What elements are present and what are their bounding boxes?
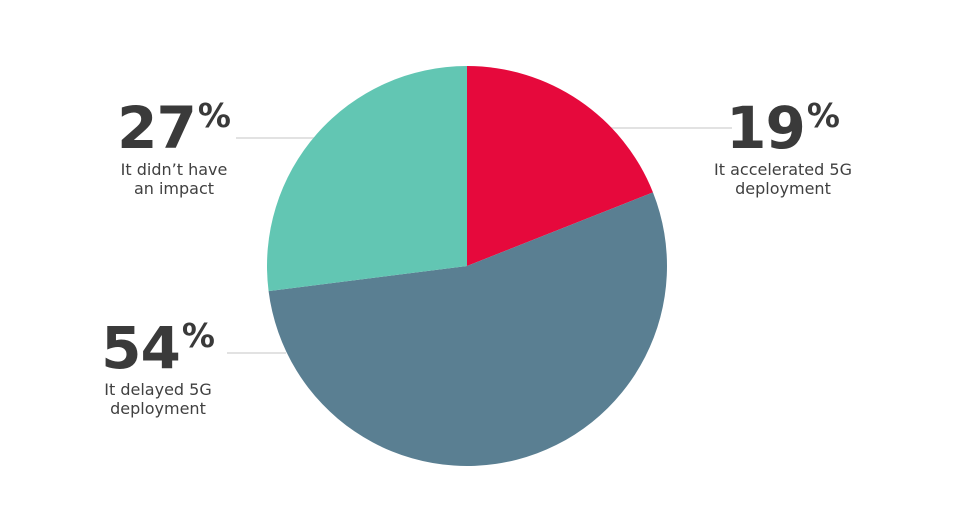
callout-no-impact: 27% It didn’t have an impact — [64, 99, 284, 198]
percent-value-accelerated: 19% — [673, 99, 893, 157]
percent-number: 19 — [726, 94, 806, 162]
pie-slice-delayed — [268, 192, 668, 466]
percent-value-delayed: 54% — [48, 319, 268, 377]
pie-slice-no-impact — [267, 66, 467, 292]
percent-sign: % — [181, 316, 215, 355]
callout-label-line: deployment — [110, 399, 206, 418]
callout-label-line: It didn’t have — [120, 160, 228, 179]
callout-label-accelerated: It accelerated 5G deployment — [673, 160, 893, 198]
percent-sign: % — [197, 96, 231, 135]
callout-label-line: It accelerated 5G — [714, 160, 852, 179]
callout-label-line: deployment — [735, 179, 831, 198]
percent-number: 27 — [117, 94, 197, 162]
callout-delayed: 54% It delayed 5G deployment — [48, 319, 268, 418]
percent-value-no-impact: 27% — [64, 99, 284, 157]
percent-number: 54 — [101, 314, 181, 382]
pie — [267, 66, 668, 466]
percent-sign: % — [806, 96, 840, 135]
pie-slice-accelerated — [467, 66, 653, 266]
callout-label-line: an impact — [133, 179, 215, 198]
callout-label-line: It delayed 5G — [104, 380, 212, 399]
leader-lines — [227, 127, 732, 354]
callout-label-delayed: It delayed 5G deployment — [48, 380, 268, 418]
callout-accelerated: 19% It accelerated 5G deployment — [673, 99, 893, 198]
callout-label-no-impact: It didn’t have an impact — [64, 160, 284, 198]
